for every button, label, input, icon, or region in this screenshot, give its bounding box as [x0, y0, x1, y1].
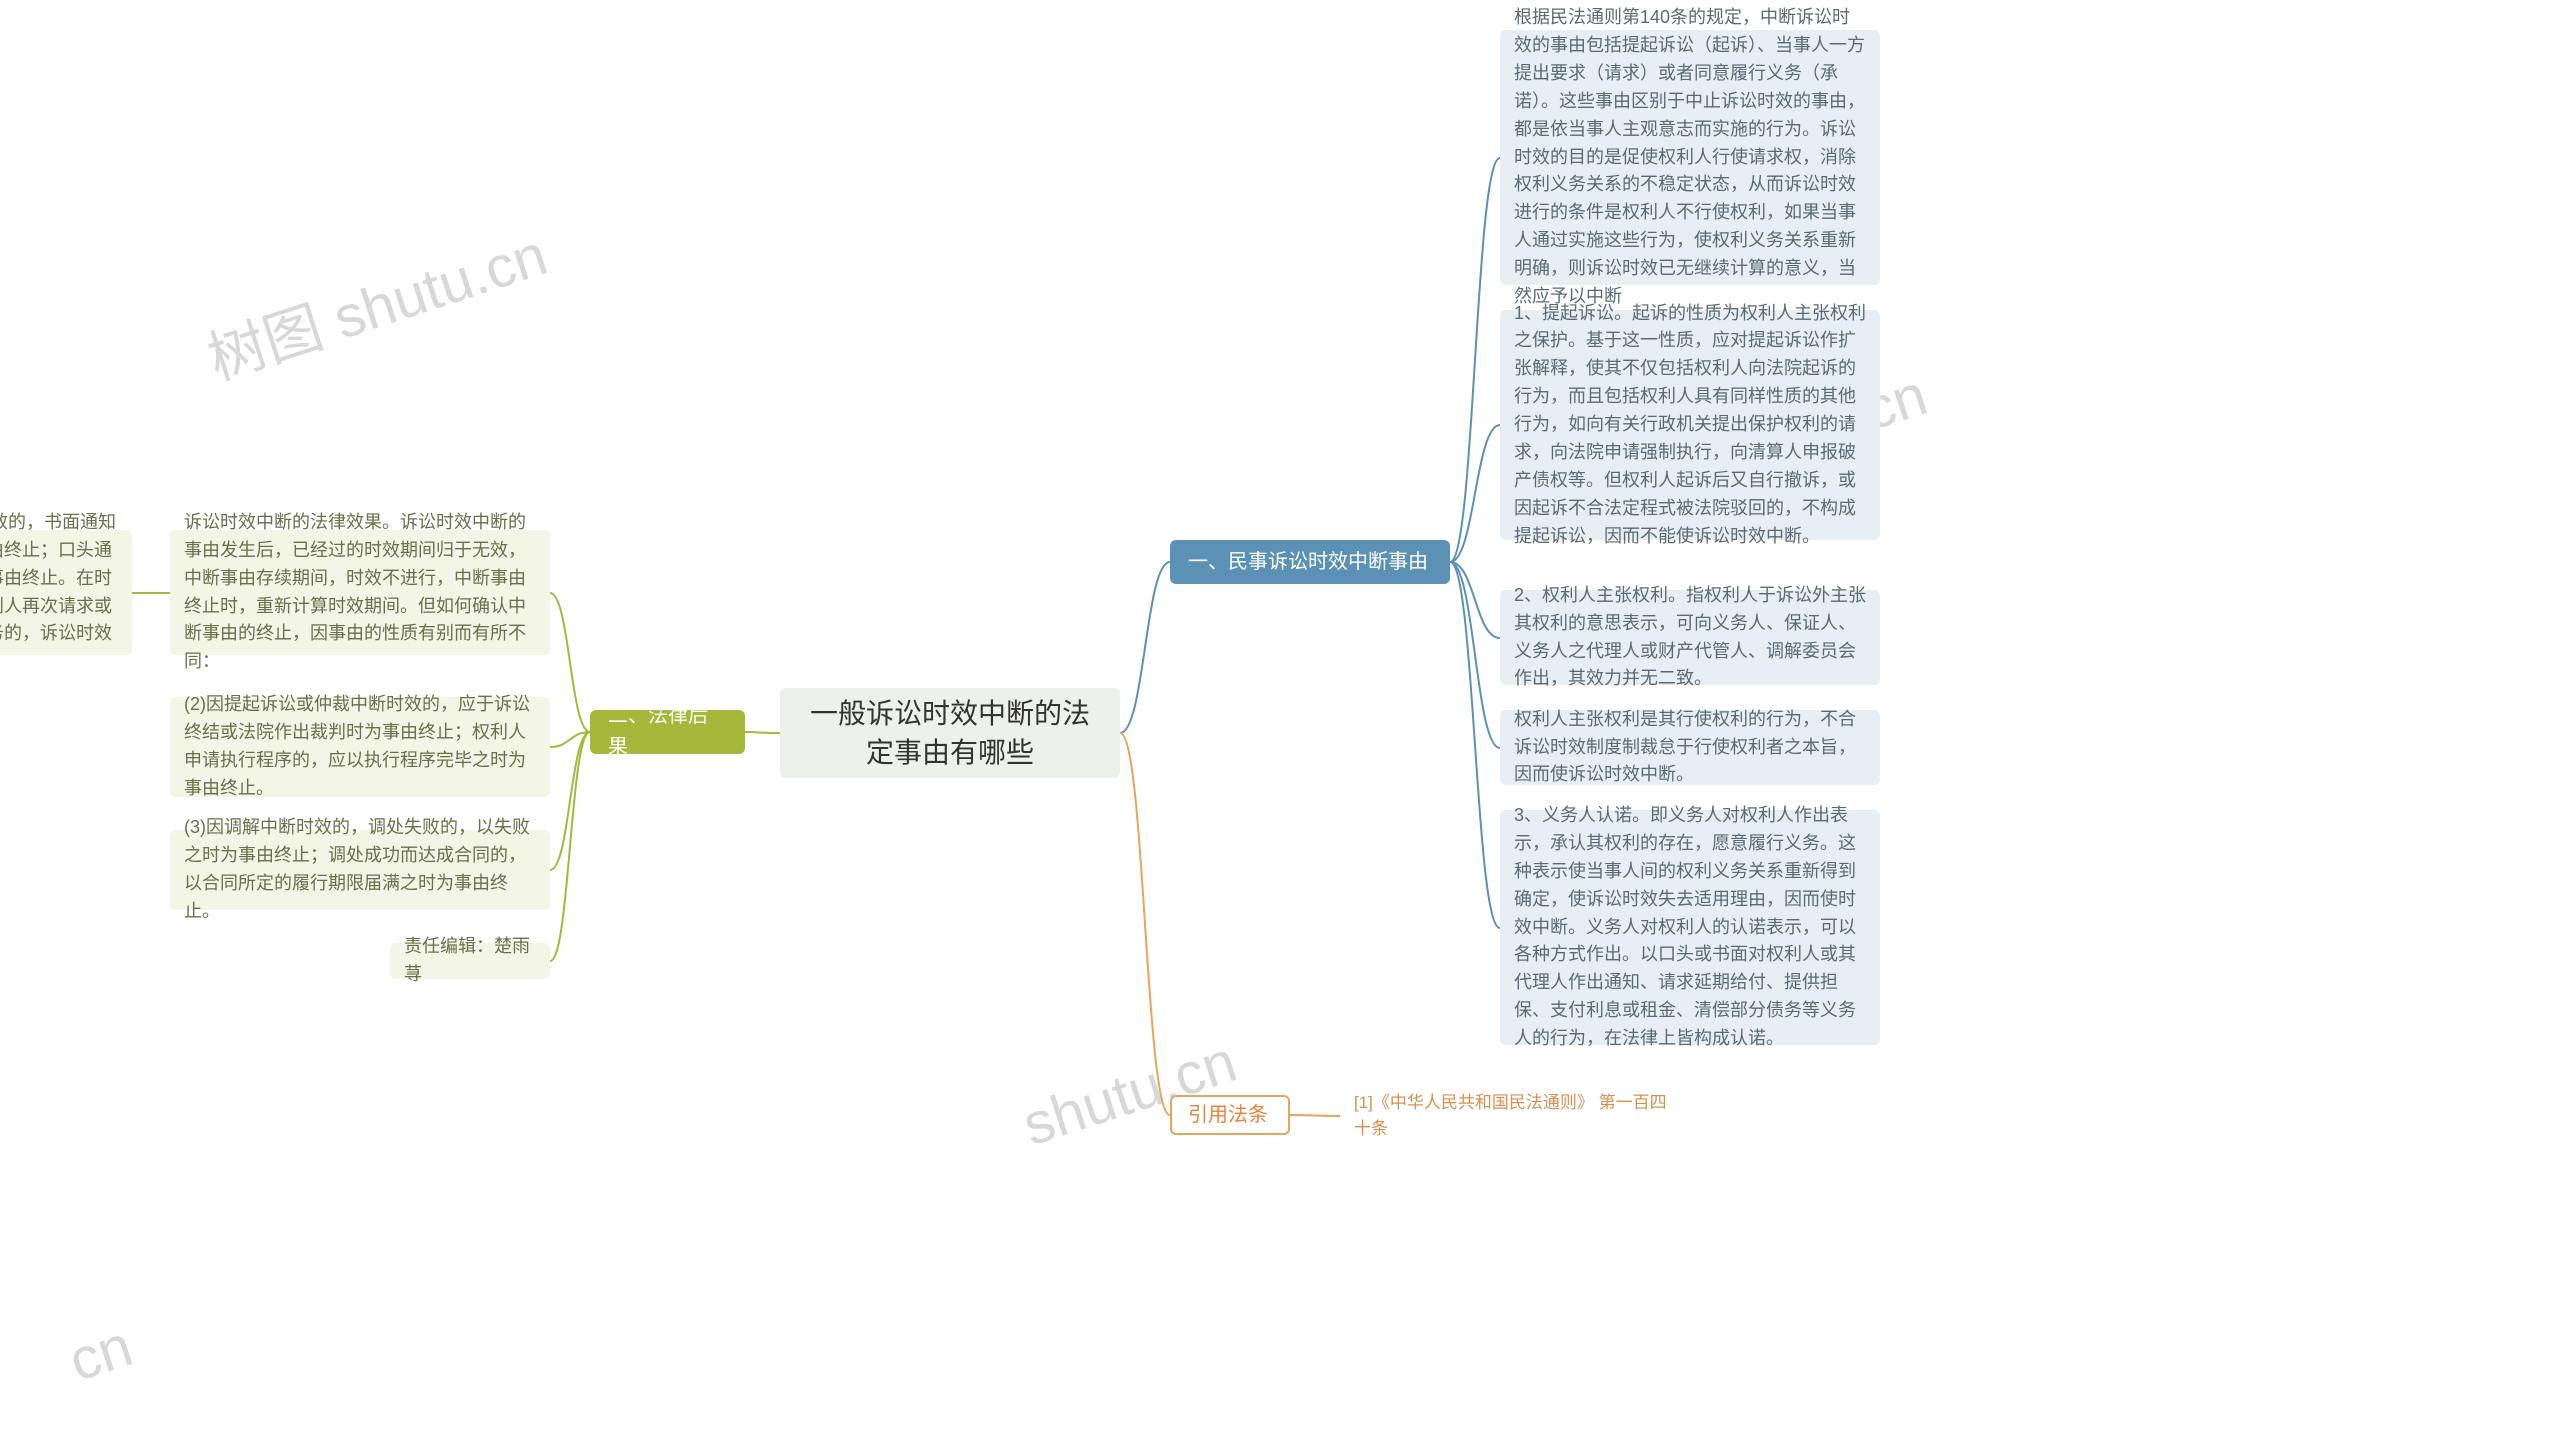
leaf-text: 权利人主张权利是其行使权利的行为，不合诉讼时效制度制裁怠于行使权利者之本旨，因而…: [1514, 706, 1866, 790]
leaf-green-0[interactable]: 诉讼时效中断的法律效果。诉讼时效中断的事由发生后，已经过的时效期间归于无效，中断…: [170, 530, 550, 655]
leaf-text: 1、提起诉讼。起诉的性质为权利人主张权利之保护。基于这一性质，应对提起诉讼作扩张…: [1514, 300, 1866, 551]
leaf-text: 3、义务人认诺。即义务人对权利人作出表示，承认其权利的存在，愿意履行义务。这种表…: [1514, 802, 1866, 1053]
leaf-text: (1)因请求或同意中断时效的，书面通知应以到达相对人时为事由终止；口头通知应以相…: [0, 509, 118, 676]
leaf-blue-2[interactable]: 2、权利人主张权利。指权利人于诉讼外主张其权利的意思表示，可向义务人、保证人、义…: [1500, 590, 1880, 685]
leaf-green-1[interactable]: (2)因提起诉讼或仲裁中断时效的，应于诉讼终结或法院作出裁判时为事由终止；权利人…: [170, 697, 550, 797]
center-node-text: 一般诉讼时效中断的法定事由有哪些: [804, 694, 1096, 772]
watermark: shutu.cn: [1015, 1028, 1244, 1159]
leaf-text: 诉讼时效中断的法律效果。诉讼时效中断的事由发生后，已经过的时效期间归于无效，中断…: [184, 509, 536, 676]
leaf-text: (3)因调解中断时效的，调处失败的，以失败之时为事由终止；调处成功而达成合同的，…: [184, 814, 536, 926]
leaf-blue-3[interactable]: 权利人主张权利是其行使权利的行为，不合诉讼时效制度制裁怠于行使权利者之本旨，因而…: [1500, 710, 1880, 785]
leaf-blue-1[interactable]: 1、提起诉讼。起诉的性质为权利人主张权利之保护。基于这一性质，应对提起诉讼作扩张…: [1500, 310, 1880, 540]
leaf-green-2[interactable]: (3)因调解中断时效的，调处失败的，以失败之时为事由终止；调处成功而达成合同的，…: [170, 830, 550, 910]
branch-orange-label: 引用法条: [1188, 1100, 1268, 1131]
leaf-text: [1]《中华人民共和国民法通则》 第一百四十条: [1354, 1090, 1676, 1143]
leaf-green-0-sub[interactable]: (1)因请求或同意中断时效的，书面通知应以到达相对人时为事由终止；口头通知应以相…: [0, 530, 132, 655]
center-node[interactable]: 一般诉讼时效中断的法定事由有哪些: [780, 688, 1120, 778]
leaf-text: (2)因提起诉讼或仲裁中断时效的，应于诉讼终结或法院作出裁判时为事由终止；权利人…: [184, 691, 536, 803]
watermark: cn: [61, 1312, 140, 1395]
branch-green[interactable]: 二、法律后果: [590, 710, 745, 754]
leaf-text: 2、权利人主张权利。指权利人于诉讼外主张其权利的意思表示，可向义务人、保证人、义…: [1514, 582, 1866, 694]
leaf-blue-0[interactable]: 根据民法通则第140条的规定，中断诉讼时效的事由包括提起诉讼（起诉）、当事人一方…: [1500, 30, 1880, 285]
leaf-orange-0[interactable]: [1]《中华人民共和国民法通则》 第一百四十条: [1340, 1093, 1690, 1139]
branch-green-label: 二、法律后果: [608, 701, 727, 763]
leaf-text: 责任编辑：楚雨荨: [404, 933, 536, 989]
branch-orange[interactable]: 引用法条: [1170, 1095, 1290, 1135]
branch-blue[interactable]: 一、民事诉讼时效中断事由: [1170, 540, 1450, 584]
watermark: 树图 shutu.cn: [196, 208, 556, 396]
leaf-green-3[interactable]: 责任编辑：楚雨荨: [390, 943, 550, 979]
leaf-text: 根据民法通则第140条的规定，中断诉讼时效的事由包括提起诉讼（起诉）、当事人一方…: [1514, 4, 1866, 311]
leaf-blue-4[interactable]: 3、义务人认诺。即义务人对权利人作出表示，承认其权利的存在，愿意履行义务。这种表…: [1500, 810, 1880, 1045]
branch-blue-label: 一、民事诉讼时效中断事由: [1188, 547, 1428, 578]
